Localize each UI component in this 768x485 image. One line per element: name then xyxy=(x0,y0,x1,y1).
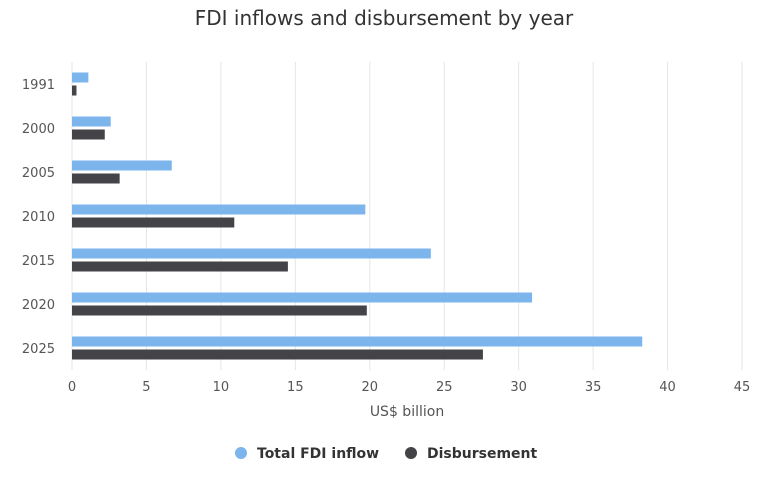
bar-disbursement-2005[interactable] xyxy=(72,173,120,184)
y-tick-label: 1991 xyxy=(22,78,55,93)
bar-disbursement-2015[interactable] xyxy=(72,261,288,272)
y-tick-label: 2025 xyxy=(22,342,55,357)
bar-total-fdi-inflow-1991[interactable] xyxy=(72,72,89,83)
x-axis-title: US$ billion xyxy=(370,404,444,420)
x-tick-label: 25 xyxy=(436,380,453,395)
legend[interactable]: Total FDI inflow Disbursement xyxy=(235,446,538,462)
bar-total-fdi-inflow-2020[interactable] xyxy=(72,292,533,303)
bar-total-fdi-inflow-2025[interactable] xyxy=(72,336,643,347)
y-tick-label: 2020 xyxy=(22,298,55,313)
bars xyxy=(72,72,643,360)
x-tick-label: 15 xyxy=(287,380,304,395)
legend-label: Total FDI inflow xyxy=(257,446,379,462)
bar-disbursement-2025[interactable] xyxy=(72,349,483,360)
x-tick-label: 45 xyxy=(734,380,751,395)
grid-lines xyxy=(71,62,743,370)
x-tick-label: 20 xyxy=(362,380,379,395)
bar-total-fdi-inflow-2015[interactable] xyxy=(72,248,431,259)
x-tick-label: 40 xyxy=(659,380,676,395)
bar-disbursement-1991[interactable] xyxy=(72,85,77,96)
x-tick-label: 35 xyxy=(585,380,602,395)
bar-disbursement-2020[interactable] xyxy=(72,305,367,316)
bar-total-fdi-inflow-2005[interactable] xyxy=(72,160,172,171)
legend-marker xyxy=(405,447,417,459)
bar-total-fdi-inflow-2000[interactable] xyxy=(72,116,111,127)
y-tick-label: 2010 xyxy=(22,210,55,225)
x-tick-label: 10 xyxy=(213,380,230,395)
bar-disbursement-2000[interactable] xyxy=(72,129,105,140)
x-tick-label: 5 xyxy=(142,380,150,395)
chart-title: FDI inflows and disbursement by year xyxy=(194,6,574,30)
x-tick-label: 0 xyxy=(68,380,76,395)
y-axis-ticks: 1991 2000 2005 2010 2015 2020 2025 xyxy=(22,78,55,357)
x-tick-label: 30 xyxy=(510,380,527,395)
legend-item-disbursement[interactable]: Disbursement xyxy=(405,446,538,462)
legend-marker xyxy=(235,447,247,459)
y-tick-label: 2005 xyxy=(22,166,55,181)
x-axis-ticks: 0 5 10 15 20 25 30 35 40 45 xyxy=(68,380,750,395)
bar-disbursement-2010[interactable] xyxy=(72,217,235,228)
legend-item-total-fdi-inflow[interactable]: Total FDI inflow xyxy=(235,446,379,462)
y-tick-label: 2015 xyxy=(22,254,55,269)
y-tick-label: 2000 xyxy=(22,122,55,137)
legend-label: Disbursement xyxy=(427,446,538,462)
bar-total-fdi-inflow-2010[interactable] xyxy=(72,204,366,215)
